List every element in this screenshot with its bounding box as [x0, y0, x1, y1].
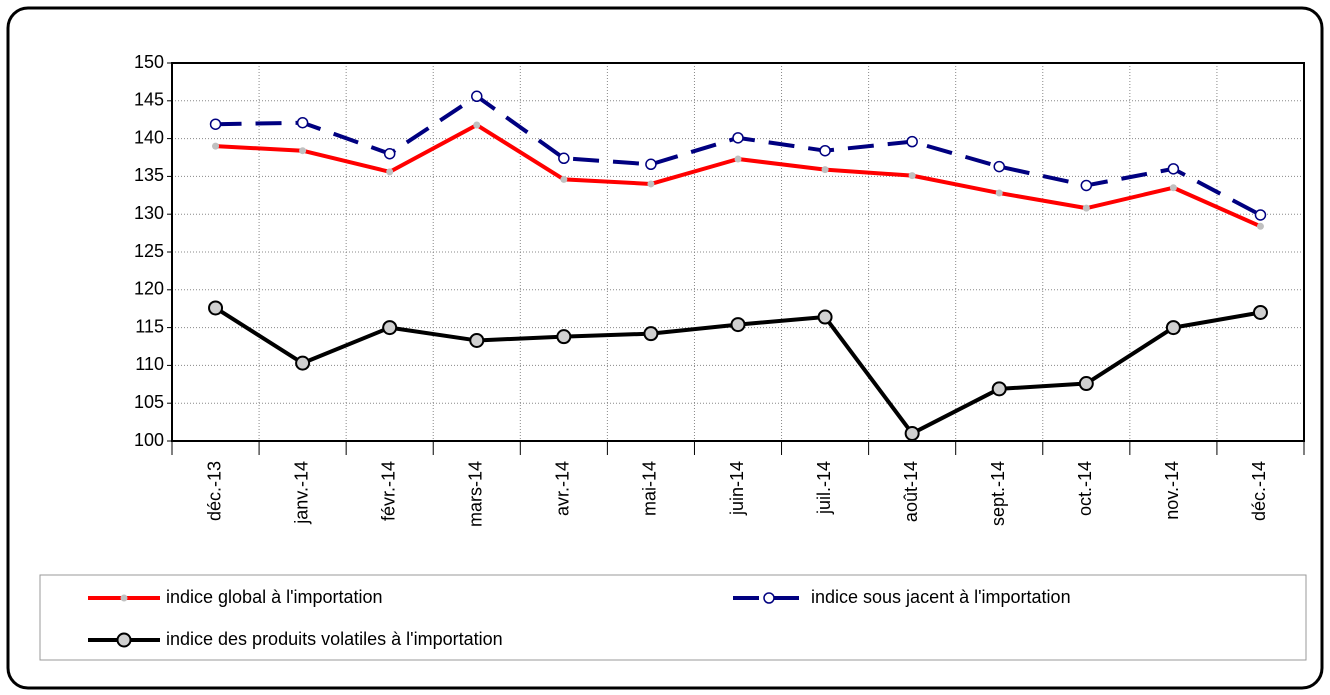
- x-tick-label: mai-14: [640, 461, 660, 516]
- marker: [1165, 320, 1181, 336]
- x-tick-label: mars-14: [466, 461, 486, 527]
- marker: [296, 116, 309, 129]
- marker: [730, 317, 746, 333]
- x-tick-label: janv.-14: [291, 461, 311, 525]
- marker: [1167, 163, 1180, 175]
- marker: [1078, 376, 1094, 392]
- legend-marker: [120, 594, 128, 602]
- marker: [991, 381, 1007, 397]
- y-tick-label: 130: [134, 203, 164, 223]
- y-tick-label: 100: [134, 430, 164, 450]
- marker: [732, 132, 744, 144]
- marker: [473, 121, 481, 129]
- marker: [995, 189, 1003, 197]
- marker: [1082, 204, 1090, 212]
- y-tick-label: 110: [135, 354, 164, 374]
- marker: [647, 180, 655, 188]
- legend-label: indice global à l'importation: [166, 587, 383, 607]
- x-tick-label: nov.-14: [1162, 461, 1182, 520]
- marker: [1256, 222, 1264, 230]
- marker: [821, 166, 829, 174]
- legend-marker: [116, 632, 132, 648]
- y-tick-label: 135: [134, 165, 164, 185]
- marker: [817, 309, 833, 325]
- plot-border: [171, 62, 1305, 442]
- marker: [906, 135, 918, 148]
- x-tick-label: déc.-13: [204, 461, 224, 521]
- marker: [819, 144, 831, 157]
- y-tick-label: 140: [134, 127, 164, 147]
- y-tick-label: 145: [134, 90, 164, 110]
- marker: [383, 147, 396, 160]
- x-tick-label: avr.-14: [553, 461, 573, 516]
- legend-label: indice sous jacent à l'importation: [811, 587, 1071, 607]
- x-tick-label: juin-14: [727, 461, 747, 516]
- marker: [469, 332, 485, 348]
- marker: [209, 118, 222, 130]
- marker: [908, 172, 916, 180]
- plot-area: [172, 63, 1304, 441]
- marker: [734, 155, 742, 163]
- x-tick-label: oct.-14: [1075, 461, 1095, 516]
- legend-label: indice des produits volatiles à l'import…: [166, 629, 503, 649]
- x-tick-label: août-14: [901, 461, 921, 522]
- x-tick-label: juil.-14: [814, 461, 834, 515]
- marker: [295, 355, 311, 371]
- marker: [1254, 209, 1267, 221]
- x-tick-label: sept.-14: [988, 461, 1008, 526]
- marker: [1252, 304, 1268, 320]
- marker: [212, 142, 220, 150]
- marker: [1169, 184, 1177, 192]
- marker: [993, 160, 1005, 173]
- marker: [645, 158, 657, 171]
- marker: [1080, 179, 1093, 192]
- x-tick-label: févr.-14: [378, 461, 398, 521]
- legend-box: [39, 574, 1307, 661]
- marker: [471, 90, 483, 103]
- y-tick-label: 120: [134, 279, 164, 299]
- x-tick-label: déc.-14: [1249, 461, 1269, 521]
- marker: [643, 326, 659, 342]
- y-tick-label: 150: [134, 52, 164, 72]
- y-tick-label: 125: [134, 241, 164, 261]
- marker: [904, 425, 920, 441]
- marker: [560, 175, 568, 183]
- y-tick-label: 115: [135, 316, 164, 336]
- marker: [558, 152, 570, 165]
- marker: [386, 168, 394, 176]
- marker: [382, 320, 398, 336]
- legend-marker: [763, 592, 775, 604]
- marker: [208, 300, 224, 316]
- marker: [556, 329, 572, 345]
- y-tick-label: 105: [134, 392, 164, 412]
- marker: [299, 147, 307, 155]
